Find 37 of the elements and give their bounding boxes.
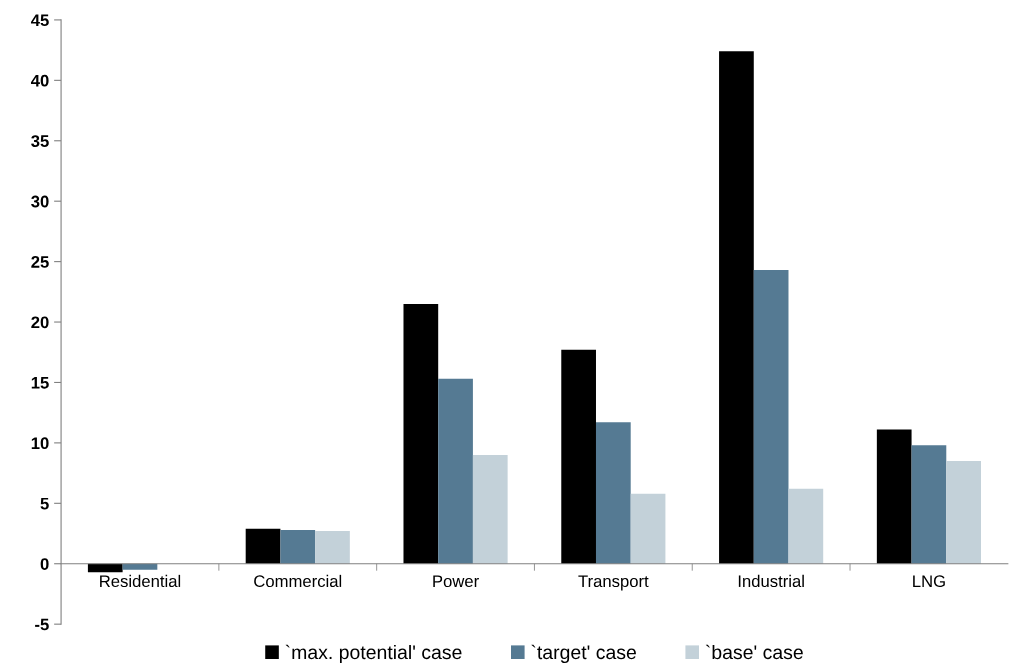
bar [753,270,789,564]
bar [946,461,981,564]
x-tick-label: Industrial [738,574,804,588]
bar [630,493,666,564]
x-tick-label: Commercial [254,574,342,588]
bar [403,303,439,564]
y-tick-label: 40 [30,74,49,87]
bar [719,51,754,564]
bar [788,488,824,564]
y-tick-label: 30 [31,195,49,208]
y-tick-label: 10 [31,437,49,450]
y-tick-label: 45 [30,14,49,27]
bar [87,563,123,573]
bar [245,528,281,564]
legend-label: `max. potential' case [285,644,462,664]
y-tick-label: 35 [31,135,49,147]
bar [561,349,596,564]
y-tick-label: 0 [40,558,49,570]
y-tick-label: -5 [35,618,49,631]
y-tick-label: 20 [31,316,49,329]
legend-label: `target' case [531,644,636,664]
bar [595,422,631,564]
bar [438,378,473,564]
x-tick-label: Residential [100,574,181,588]
bar [876,429,912,564]
bar [472,454,508,564]
bar [911,445,947,564]
bar [280,529,316,564]
x-tick-label: Power [433,575,479,588]
x-tick-label: Transport [578,575,649,591]
x-tick-label: LNG [913,575,945,588]
legend-label: `base' case [705,644,803,660]
bar [315,531,350,564]
y-tick-label: 5 [40,497,49,510]
y-tick-label: 25 [31,256,49,268]
y-tick-label: 15 [31,377,49,389]
bar [122,563,158,570]
